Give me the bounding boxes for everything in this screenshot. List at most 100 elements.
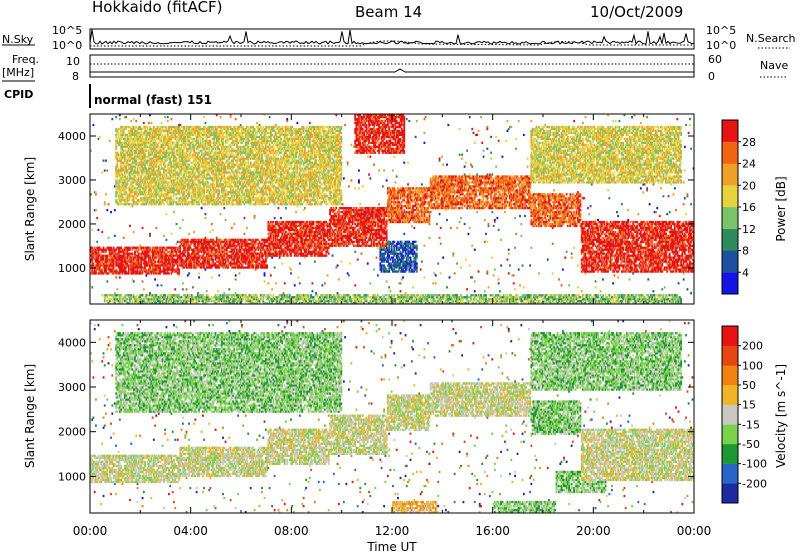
rti-cell [158, 160, 160, 162]
rti-cell [139, 126, 141, 128]
rti-cell [208, 173, 210, 175]
rti-cell [159, 152, 161, 154]
rti-cell [184, 251, 186, 253]
rti-cell [213, 247, 215, 249]
rti-cell [203, 116, 205, 118]
rti-cell [130, 120, 132, 122]
rti-cell [150, 197, 152, 199]
rti-cell [135, 164, 137, 166]
rti-cell [143, 249, 145, 251]
rti-cell [129, 249, 131, 251]
rti-cell [179, 247, 181, 249]
rti-cell [122, 259, 124, 261]
rti-cell [208, 257, 210, 259]
rti-cell [127, 134, 129, 136]
rti-cell [173, 191, 175, 193]
rti-cell [245, 294, 247, 296]
rti-cell [181, 173, 183, 175]
rti-cell [189, 144, 191, 146]
rti-cell [133, 189, 135, 191]
rti-cell [225, 179, 227, 181]
rti-cell [206, 185, 208, 187]
rti-cell [191, 264, 193, 266]
rti-cell [216, 249, 218, 251]
rti-cell [166, 154, 168, 156]
rti-cell [236, 160, 238, 162]
rti-cell [208, 296, 210, 298]
rti-cell [147, 249, 149, 251]
rti-cell [176, 223, 178, 225]
rti-cell [171, 195, 173, 197]
rti-cell [132, 278, 134, 280]
rti-cell [164, 189, 166, 191]
rti-cell [194, 173, 196, 175]
rti-cell [205, 144, 207, 146]
rti-cell [104, 298, 106, 300]
rti-cell [189, 152, 191, 154]
rti-cell [120, 160, 122, 162]
rti-cell [205, 213, 207, 215]
rti-cell [157, 249, 159, 251]
rti-cell [245, 136, 247, 138]
rti-cell [184, 185, 186, 187]
rti-cell [159, 296, 161, 298]
rti-cell [193, 203, 195, 205]
rti-cell [192, 179, 194, 181]
rti-cell [212, 239, 214, 241]
rti-cell [168, 272, 170, 274]
rti-cell [240, 124, 242, 126]
rti-cell [159, 179, 161, 181]
rti-cell [135, 152, 137, 154]
rti-cell [119, 118, 121, 120]
rti-cell [194, 189, 196, 191]
rti-cell [218, 189, 220, 191]
rti-cell [230, 154, 232, 156]
rti-cell [239, 257, 241, 259]
rti-cell [110, 211, 112, 213]
rti-cell [154, 278, 156, 280]
rti-cell [104, 201, 106, 203]
rti-cell [140, 255, 142, 257]
rti-cell [211, 191, 213, 193]
rti-cell [120, 247, 122, 249]
rti-cell [222, 183, 224, 185]
rti-cell [116, 288, 118, 290]
rti-cell [128, 270, 130, 272]
rti-cell [153, 199, 155, 201]
rti-cell [222, 266, 224, 268]
rti-cell [129, 126, 131, 128]
rti-cell [129, 179, 131, 181]
rti-cell [148, 160, 150, 162]
rti-cell [162, 126, 164, 128]
rti-cell [120, 164, 122, 166]
rti-cell [159, 197, 161, 199]
rti-cell [173, 199, 175, 201]
rti-cell [203, 173, 205, 175]
rti-cell [116, 138, 118, 140]
rti-cell [235, 126, 237, 128]
rti-cell [210, 140, 212, 142]
rti-cell [240, 173, 242, 175]
rti-cell [153, 160, 155, 162]
rti-cell [245, 162, 247, 164]
rti-cell [220, 296, 222, 298]
rti-cell [149, 126, 151, 128]
rti-cell [115, 249, 117, 251]
rti-cell [132, 249, 134, 251]
rti-cell [142, 128, 144, 130]
rti-cell [218, 247, 220, 249]
rti-cell [164, 146, 166, 148]
freq-trace [90, 64, 694, 72]
rti-cell [143, 134, 145, 136]
rti-cell [114, 292, 116, 294]
rti-cell [137, 294, 139, 296]
rti-cell [200, 255, 202, 257]
rti-cell [207, 152, 209, 154]
rti-cell [143, 298, 145, 300]
rti-cell [116, 162, 118, 164]
rti-cell [230, 116, 232, 118]
rti-cell [108, 203, 110, 205]
rti-cell [118, 136, 120, 138]
rti-cell [115, 276, 117, 278]
rti-cell [226, 251, 228, 253]
